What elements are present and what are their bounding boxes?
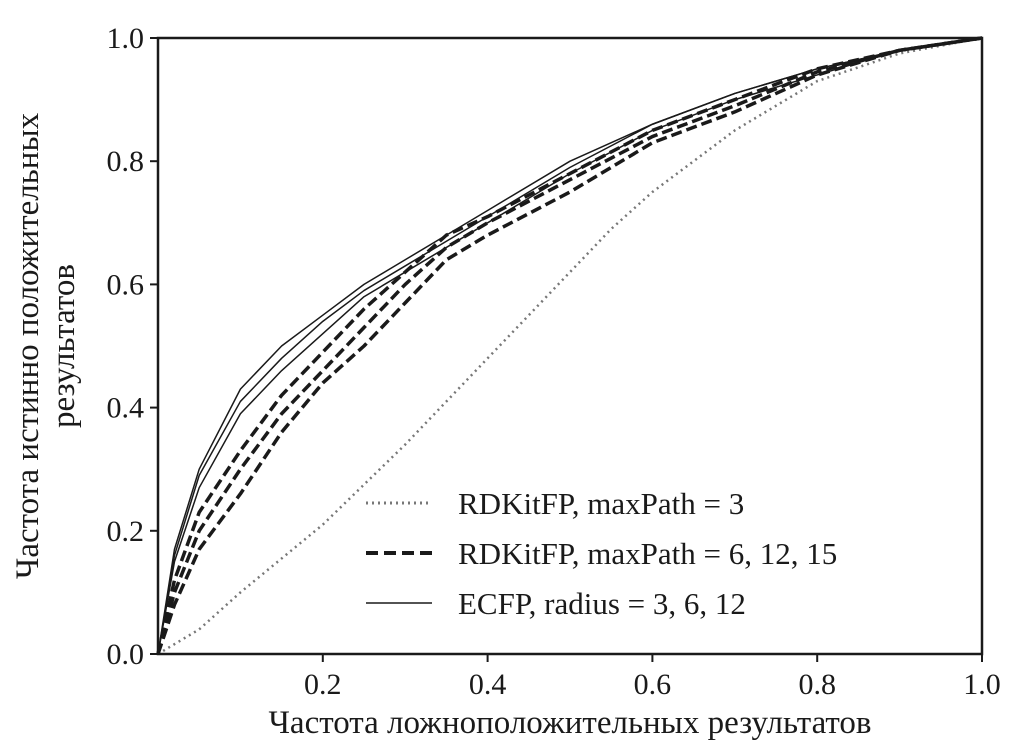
series-line-dashed-1: [156, 36, 983, 655]
x-tick-label: 0.6: [634, 668, 672, 701]
curves-group: [156, 36, 983, 656]
x-tick-label: 1.0: [963, 668, 1001, 701]
y-tick-label: 0.4: [107, 392, 145, 425]
legend-label-dotted: RDKitFP, maxPath = 3: [458, 486, 744, 521]
y-axis-label-line-2: результатов: [46, 264, 82, 428]
x-axis-ticks: 0.2 0.4 0.6 0.8 1.0: [304, 654, 1001, 701]
legend-label-solid: ECFP, radius = 3, 6, 12: [458, 586, 746, 621]
legend: RDKitFP, maxPath = 3 RDKitFP, maxPath = …: [366, 486, 837, 621]
series-line-solid-6: [157, 37, 983, 655]
y-tick-label: 0.0: [107, 638, 145, 671]
y-axis-ticks: 0.0 0.2 0.4 0.6 0.8 1.0: [107, 22, 158, 671]
y-tick-label: 0.2: [107, 515, 145, 548]
y-axis-label-line-1: Частота истинно положительных: [10, 112, 46, 579]
series-line-dashed-3: [156, 36, 983, 655]
series-line-dotted-0: [157, 36, 983, 656]
legend-label-dashed: RDKitFP, maxPath = 6, 12, 15: [458, 536, 837, 571]
y-axis-label: Частота истинно положительных результато…: [10, 112, 82, 579]
y-tick-label: 0.6: [107, 268, 145, 301]
x-axis-label: Частота ложноположительных результатов: [268, 705, 871, 741]
series-line-dashed-2: [156, 36, 983, 655]
y-tick-label: 1.0: [107, 22, 145, 55]
plot-frame: [156, 36, 984, 656]
x-tick-label: 0.8: [798, 668, 836, 701]
series-line-solid-4: [157, 37, 983, 655]
x-tick-label: 0.4: [469, 668, 507, 701]
y-tick-label: 0.8: [107, 145, 145, 178]
x-tick-label: 0.2: [304, 668, 342, 701]
